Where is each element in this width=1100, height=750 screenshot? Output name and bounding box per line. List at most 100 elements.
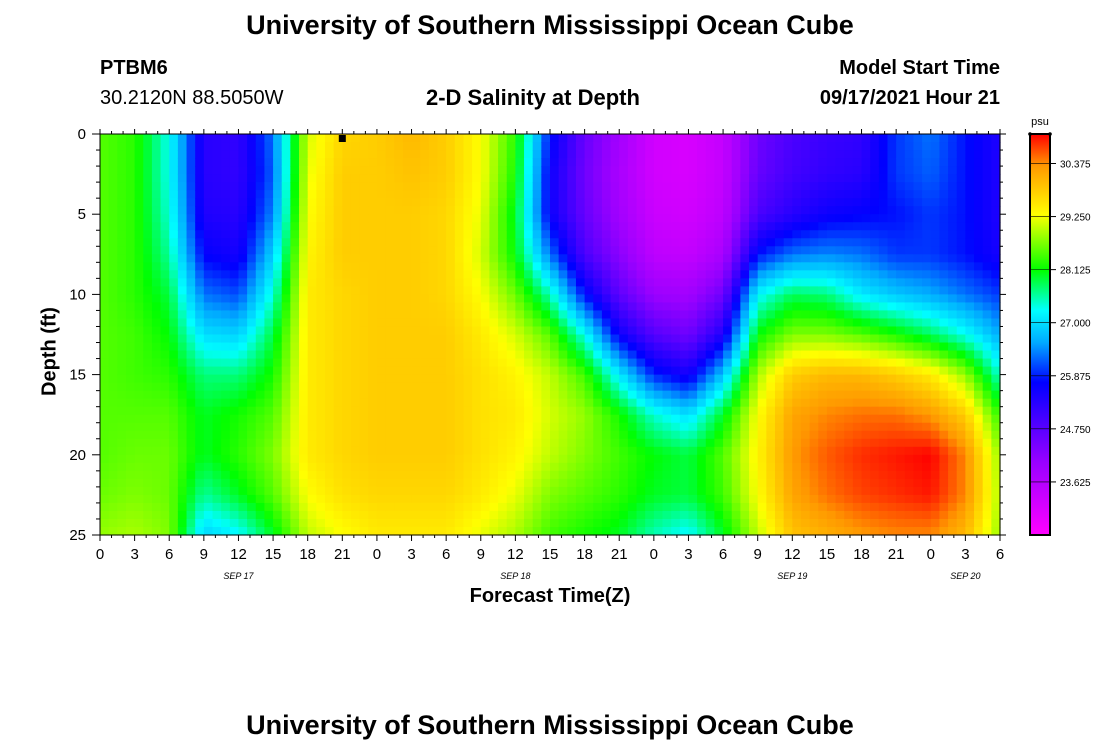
heatmap-cell (948, 518, 958, 528)
heatmap-cell (852, 158, 863, 167)
heatmap-cell (498, 294, 508, 304)
heatmap-cell (125, 350, 136, 360)
heatmap-cell (506, 382, 516, 392)
heatmap-cell (939, 438, 949, 448)
heatmap-cell (498, 422, 508, 432)
heatmap-cell (861, 286, 871, 295)
heatmap-cell (125, 454, 136, 464)
heatmap-cell (532, 254, 542, 263)
heatmap-cell (480, 462, 491, 472)
heatmap-cell (601, 158, 612, 167)
heatmap-cell (160, 510, 170, 520)
heatmap-cell (844, 166, 854, 175)
heatmap-cell (212, 294, 222, 304)
heatmap-cell (844, 190, 854, 199)
heatmap-cell (212, 518, 222, 528)
heatmap-cell (930, 462, 941, 472)
heatmap-cell (593, 286, 603, 295)
heatmap-cell (757, 174, 767, 183)
heatmap-cell (826, 430, 837, 440)
heatmap-cell (749, 286, 759, 295)
heatmap-cell (151, 294, 162, 304)
heatmap-cell (316, 406, 326, 416)
heatmap-cell (420, 142, 430, 151)
heatmap-cell (125, 182, 136, 191)
heatmap-cell (472, 286, 482, 295)
heatmap-cell (169, 446, 179, 456)
heatmap-cell (775, 302, 785, 312)
heatmap-cell (792, 222, 802, 231)
heatmap-cell (480, 238, 491, 247)
heatmap-cell (818, 358, 828, 368)
heatmap-cell (437, 454, 447, 464)
heatmap-cell (117, 182, 127, 191)
heatmap-cell (385, 510, 395, 520)
heatmap-cell (852, 342, 863, 352)
heatmap-cell (402, 502, 413, 512)
heatmap-cell (160, 310, 170, 320)
heatmap-cell (195, 190, 205, 199)
heatmap-cell (662, 318, 672, 328)
heatmap-cell (281, 446, 291, 456)
heatmap-cell (238, 366, 248, 376)
heatmap-cell (515, 174, 525, 183)
heatmap-cell (376, 478, 387, 488)
heatmap-cell (878, 494, 889, 504)
heatmap-cell (273, 374, 283, 384)
heatmap-cell (653, 294, 664, 304)
heatmap-cell (212, 438, 222, 448)
heatmap-cell (350, 278, 361, 287)
heatmap-cell (299, 406, 309, 416)
heatmap-cell (904, 470, 915, 480)
heatmap-cell (662, 198, 672, 207)
heatmap-cell (939, 414, 949, 424)
heatmap-cell (532, 510, 542, 520)
heatmap-cell (904, 374, 915, 384)
heatmap-cell (472, 526, 482, 536)
heatmap-cell (515, 198, 525, 207)
heatmap-cell (800, 430, 811, 440)
heatmap-cell (454, 198, 465, 207)
heatmap-cell (489, 246, 499, 255)
heatmap-cell (212, 142, 222, 151)
heatmap-cell (740, 390, 750, 400)
heatmap-cell (757, 294, 767, 304)
heatmap-cell (472, 278, 482, 287)
heatmap-cell (117, 494, 127, 504)
heatmap-cell (437, 510, 447, 520)
heatmap-cell (610, 502, 620, 512)
heatmap-cell (273, 510, 283, 520)
heatmap-cell (411, 502, 421, 512)
heatmap-cell (662, 422, 672, 432)
heatmap-cell (705, 334, 716, 344)
heatmap-cell (264, 182, 274, 191)
heatmap-cell (826, 238, 837, 247)
heatmap-cell (757, 398, 767, 408)
heatmap-cell (195, 318, 205, 328)
heatmap-cell (844, 390, 854, 400)
heatmap-cell (575, 174, 586, 183)
heatmap-cell (316, 350, 326, 360)
heatmap-cell (913, 446, 923, 456)
heatmap-cell (229, 518, 240, 528)
heatmap-cell (299, 526, 309, 536)
heatmap-cell (454, 390, 465, 400)
heatmap-cell (489, 438, 499, 448)
heatmap-cell (532, 446, 542, 456)
heatmap-cell (151, 238, 162, 247)
heatmap-cell (913, 270, 923, 279)
heatmap-cell (342, 270, 352, 279)
heatmap-cell (792, 366, 802, 376)
heatmap-cell (221, 494, 231, 504)
heatmap-cell (350, 238, 361, 247)
heatmap-cell (255, 214, 266, 223)
heatmap-cell (316, 494, 326, 504)
heatmap-cell (100, 454, 110, 464)
heatmap-cell (541, 302, 551, 312)
heatmap-cell (221, 454, 231, 464)
heatmap-cell (757, 310, 767, 320)
heatmap-cell (870, 206, 880, 215)
heatmap-cell (264, 526, 274, 536)
heatmap-cell (454, 494, 465, 504)
heatmap-cell (454, 510, 465, 520)
